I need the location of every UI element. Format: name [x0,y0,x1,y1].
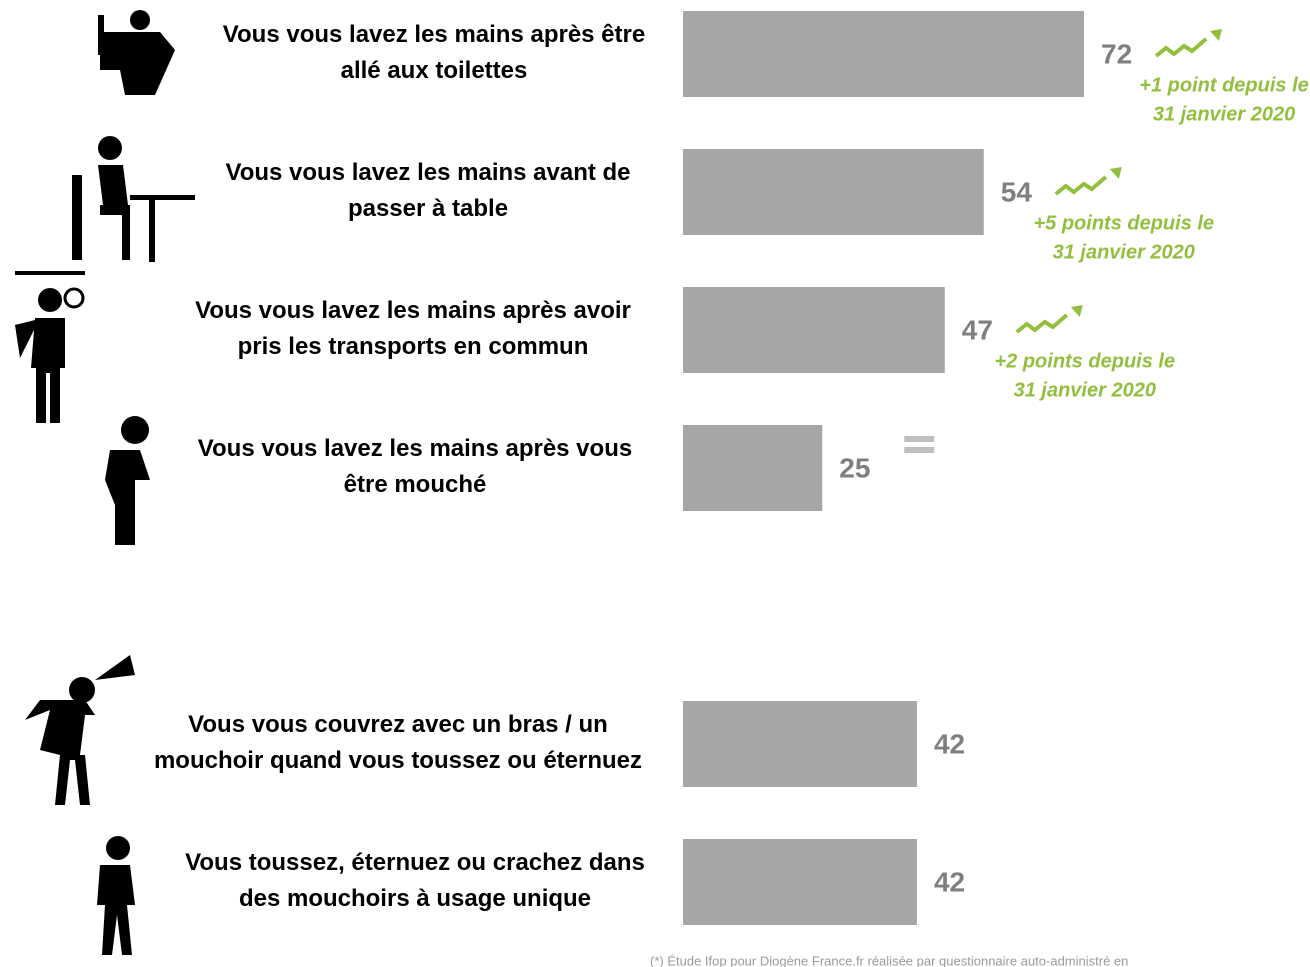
bar [683,287,945,373]
bar [683,425,823,511]
category-label: Vous vous couvrez avec un bras / un mouch… [154,711,642,774]
bar [683,839,917,925]
trend-up-icon [1154,29,1223,58]
icons [15,10,195,955]
trend-arrowhead [1109,167,1122,179]
trend-line [1154,37,1208,58]
equal-bar [904,447,935,453]
bar [683,149,984,235]
icon-sneeze [25,655,135,805]
trend-up-icon [1054,167,1122,196]
category-label: Vous vous lavez les mains après vous être… [198,435,632,498]
change-label: +2 points depuis le 31 janvier 2020 [994,351,1175,402]
value-label: 42 [934,728,965,759]
equal-bar [904,436,935,442]
trend-line [1054,175,1108,196]
trend-arrowhead [1210,29,1223,41]
category-label: Vous vous lavez les mains avant de passer… [225,159,630,222]
category-label: Vous vous lavez les mains après être allé… [223,21,645,84]
icon-table [72,136,195,262]
category-label: Vous vous lavez les mains après avoir pri… [195,297,631,360]
value-label: 42 [934,866,965,897]
bar [683,11,1085,97]
footnote: (*) Étude Ifop pour Diogène France.fr ré… [650,953,1128,967]
icon-transport [15,271,85,423]
trend-arrowhead [1070,305,1083,317]
icon-cough [97,836,135,955]
trend-equal-icon [904,436,935,453]
trend-up-icon [1015,305,1083,334]
category-label: Vous toussez, éternuez ou crachez dans de… [185,849,645,912]
trend-line [1015,313,1069,334]
change-label: +5 points depuis le 31 janvier 2020 [1033,213,1214,264]
icon-nose [105,416,150,545]
value-label: 54 [1001,176,1033,207]
change-label: +1 point depuis le 31 janvier 2020 [1139,75,1308,126]
value-label: 47 [962,314,993,345]
value-label: 25 [839,452,870,483]
icon-toilet [98,10,175,95]
bar [683,701,917,787]
value-label: 72 [1101,38,1132,69]
